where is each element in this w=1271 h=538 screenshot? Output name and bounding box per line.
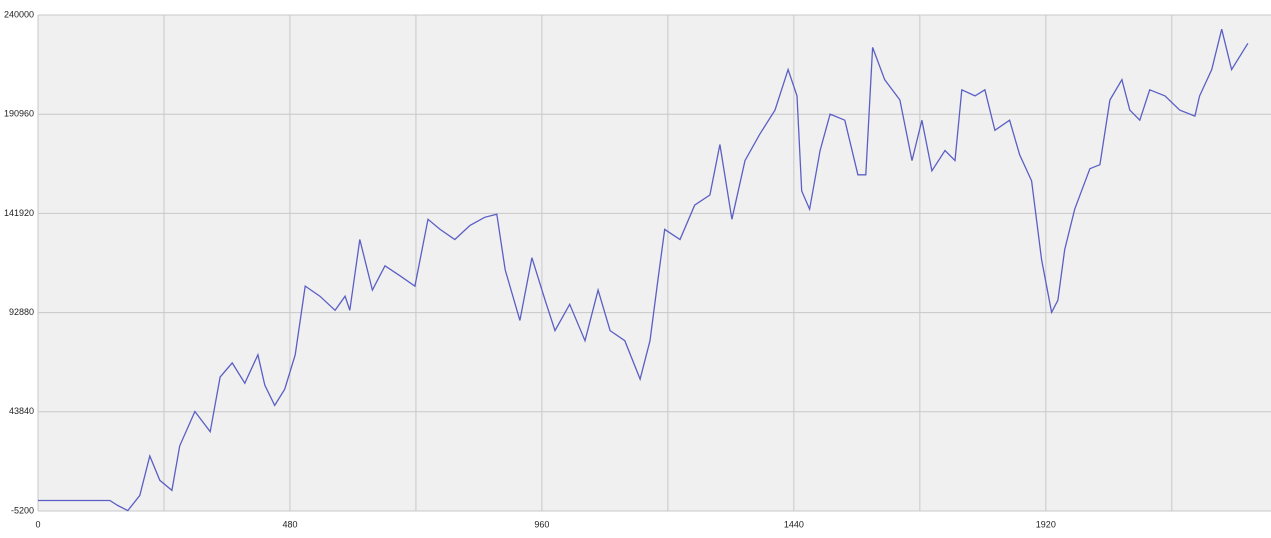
x-tick-label: 480 (282, 519, 297, 529)
y-tick-label: 43840 (9, 406, 34, 416)
y-tick-label: -5200 (11, 505, 34, 515)
y-tick-label: 190960 (4, 109, 34, 119)
line-series (38, 29, 1249, 512)
plot-area (38, 15, 1271, 511)
x-tick-label: 960 (534, 519, 549, 529)
x-tick-label: 0 (35, 519, 40, 529)
y-tick-label: 141920 (4, 208, 34, 218)
y-tick-label: 240000 (4, 9, 34, 19)
x-tick-label: 1920 (1036, 519, 1056, 529)
y-tick-label: 92880 (9, 307, 34, 317)
x-tick-label: 1440 (784, 519, 804, 529)
